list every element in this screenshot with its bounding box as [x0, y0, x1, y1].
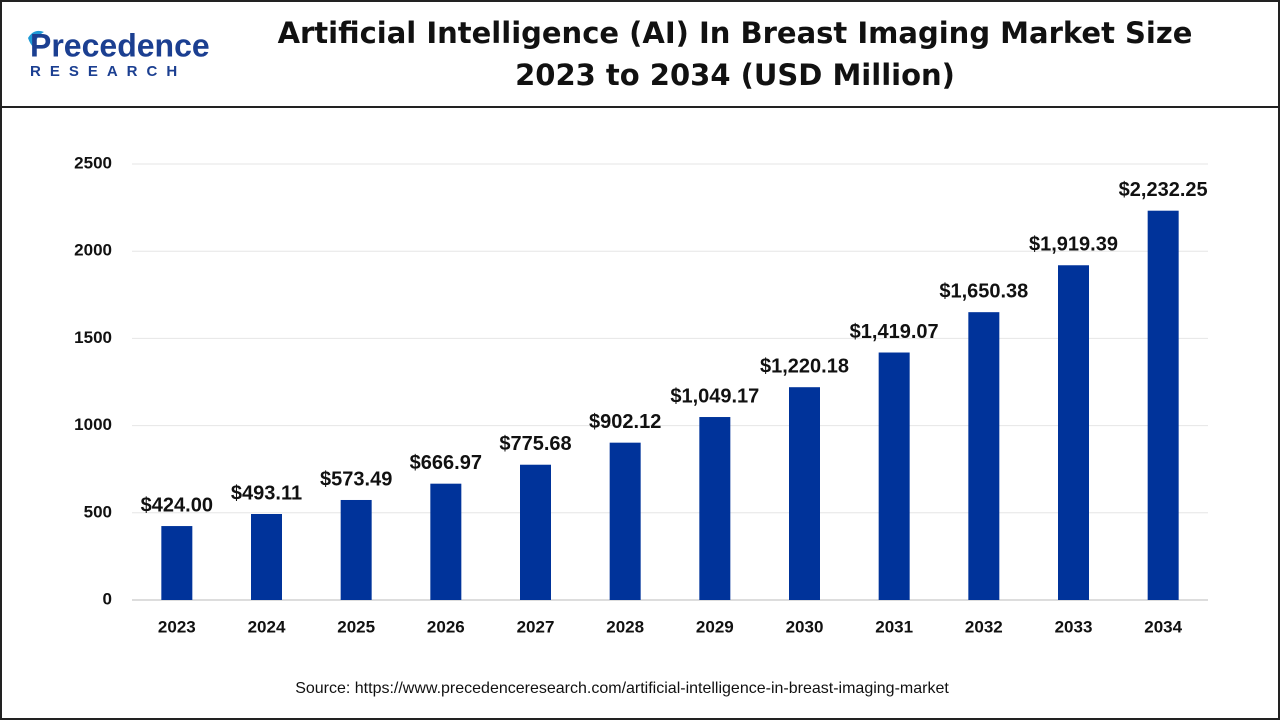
y-tick-label: 2500: [74, 153, 112, 172]
x-tick-label: 2027: [517, 617, 555, 636]
y-tick-label: 2000: [74, 241, 112, 260]
x-tick-label: 2033: [1055, 617, 1093, 636]
value-label: $1,049.17: [670, 385, 759, 407]
x-tick-label: 2025: [337, 617, 375, 636]
value-label: $493.11: [231, 482, 302, 504]
bar: [789, 387, 820, 600]
bar: [968, 312, 1000, 600]
x-tick-label: 2024: [248, 617, 286, 636]
value-label: $902.12: [589, 411, 661, 433]
chart-title: 2023 to 2034 (USD Million): [515, 58, 955, 92]
x-tick-label: 2034: [1144, 617, 1182, 636]
bar: [251, 514, 282, 600]
value-label: $775.68: [499, 433, 571, 455]
bar: [699, 417, 731, 600]
bar: [340, 499, 372, 600]
y-tick-label: 1000: [74, 415, 112, 434]
x-tick-label: 2029: [696, 617, 734, 636]
logo-name: Precedence: [30, 27, 210, 63]
logo-icon: [28, 30, 44, 48]
bar: [878, 352, 910, 600]
value-label: $666.97: [410, 452, 482, 474]
y-tick-label: 0: [103, 589, 112, 608]
logo-tagline: RESEARCH: [30, 63, 186, 80]
value-label: $573.49: [320, 468, 392, 490]
value-label: $1,919.39: [1029, 234, 1118, 256]
bar: [520, 464, 551, 600]
value-label: $2,232.25: [1119, 179, 1208, 201]
value-label: $424.00: [141, 494, 213, 516]
x-tick-label: 2032: [965, 617, 1003, 636]
chart-title: Artificial Intelligence (AI) In Breast I…: [278, 16, 1193, 50]
x-tick-label: 2030: [786, 617, 824, 636]
y-tick-label: 500: [84, 502, 112, 521]
bar: [1058, 265, 1089, 600]
bar: [609, 442, 641, 600]
x-tick-label: 2026: [427, 617, 465, 636]
x-tick-label: 2028: [606, 617, 644, 636]
x-tick-label: 2023: [158, 617, 196, 636]
value-label: $1,419.07: [850, 321, 939, 343]
bar: [161, 526, 193, 600]
y-tick-label: 1500: [74, 328, 112, 347]
value-label: $1,650.38: [939, 280, 1028, 302]
source: Source: https://www.precedenceresearch.c…: [295, 680, 949, 697]
bar: [1147, 210, 1179, 600]
value-label: $1,220.18: [760, 355, 849, 377]
bar: [430, 483, 462, 600]
x-tick-label: 2031: [875, 617, 913, 636]
